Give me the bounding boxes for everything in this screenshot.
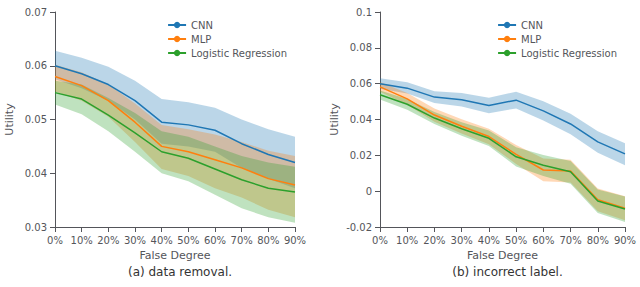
svg-text:0.1: 0.1	[356, 7, 372, 18]
svg-text:0.07: 0.07	[25, 7, 47, 18]
svg-text:Utility: Utility	[328, 103, 341, 136]
svg-text:30%: 30%	[451, 235, 473, 246]
svg-text:CNN: CNN	[191, 20, 213, 31]
svg-text:0.03: 0.03	[25, 222, 47, 233]
svg-text:0%: 0%	[47, 235, 63, 246]
svg-text:10%: 10%	[71, 235, 93, 246]
svg-text:90%: 90%	[284, 235, 306, 246]
svg-text:0: 0	[366, 186, 372, 197]
svg-text:10%: 10%	[396, 235, 418, 246]
svg-text:50%: 50%	[177, 235, 199, 246]
svg-text:CNN: CNN	[521, 20, 543, 31]
svg-text:60%: 60%	[204, 235, 226, 246]
svg-text:(a) data removal.: (a) data removal.	[128, 265, 232, 279]
svg-text:40%: 40%	[478, 235, 500, 246]
svg-text:90%: 90%	[614, 235, 636, 246]
svg-text:(b) incorrect label.: (b) incorrect label.	[452, 265, 562, 279]
svg-text:40%: 40%	[151, 235, 173, 246]
svg-text:50%: 50%	[505, 235, 527, 246]
svg-text:80%: 80%	[257, 235, 279, 246]
svg-text:0.05: 0.05	[25, 114, 47, 125]
svg-text:0.04: 0.04	[350, 114, 372, 125]
svg-text:60%: 60%	[532, 235, 554, 246]
svg-text:0.02: 0.02	[350, 150, 372, 161]
svg-text:70%: 70%	[231, 235, 253, 246]
svg-text:False Degree: False Degree	[467, 249, 538, 262]
svg-text:30%: 30%	[124, 235, 146, 246]
svg-text:20%: 20%	[97, 235, 119, 246]
svg-text:0%: 0%	[372, 235, 388, 246]
svg-text:Logistic Regression: Logistic Regression	[521, 48, 617, 59]
svg-text:MLP: MLP	[191, 34, 211, 45]
svg-text:0.08: 0.08	[350, 42, 372, 53]
svg-text:70%: 70%	[559, 235, 581, 246]
svg-text:Utility: Utility	[3, 103, 16, 136]
svg-text:-0.02: -0.02	[346, 222, 372, 233]
svg-text:0.06: 0.06	[350, 78, 372, 89]
svg-text:80%: 80%	[587, 235, 609, 246]
svg-text:0.04: 0.04	[25, 168, 47, 179]
svg-text:Logistic Regression: Logistic Regression	[191, 48, 287, 59]
svg-text:20%: 20%	[423, 235, 445, 246]
svg-text:False Degree: False Degree	[139, 249, 210, 262]
svg-text:0.06: 0.06	[25, 60, 47, 71]
svg-text:MLP: MLP	[521, 34, 541, 45]
